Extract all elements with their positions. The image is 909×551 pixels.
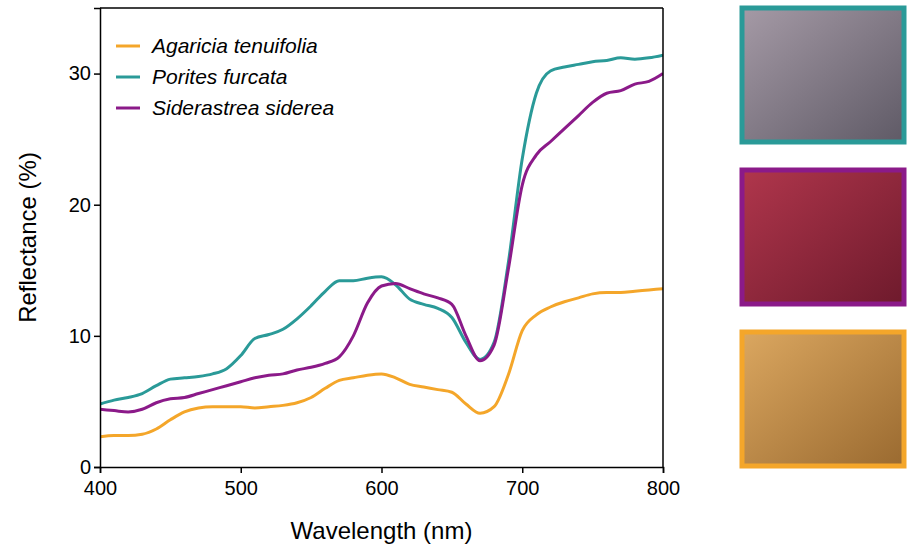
lines: [100, 55, 663, 437]
x-axis: 400 500 600 700 800: [84, 467, 680, 499]
tick-mark: [94, 73, 100, 75]
tick: 700: [506, 467, 539, 499]
y-axis: 0 10 20 30: [69, 9, 101, 478]
photo: [742, 332, 904, 466]
axis-line: [94, 9, 101, 468]
tick-label: 500: [225, 477, 258, 499]
tick-label: 400: [84, 477, 117, 499]
tick-mark: [663, 467, 665, 473]
tick-label: 800: [647, 477, 680, 499]
tick: 0: [80, 456, 100, 478]
x-axis-title: Wavelength (nm): [291, 517, 473, 544]
photo-frame: [742, 170, 904, 304]
tick-label: 600: [365, 477, 398, 499]
tick-mark: [94, 204, 100, 206]
tick: 600: [365, 467, 398, 499]
photo-frame: [742, 332, 904, 466]
legend: Agaricia tenuifolia Porites furcata Sidera…: [116, 34, 334, 119]
series-line: [100, 55, 663, 404]
tick-label: 10: [69, 325, 91, 347]
tick-label: 20: [69, 194, 91, 216]
tick: 20: [69, 194, 100, 216]
series-line: [100, 289, 663, 437]
frame: [100, 7, 663, 9]
tick-label: 0: [80, 456, 91, 478]
tick-mark: [522, 467, 524, 473]
photo: [742, 8, 904, 142]
y-axis-title: Reflectance (%): [14, 152, 41, 323]
photo: [742, 170, 904, 304]
tick: 10: [69, 325, 100, 347]
axis-line: [101, 468, 664, 474]
frame: [662, 8, 664, 467]
tick-label: 30: [69, 62, 91, 84]
legend-label: Porites furcata: [152, 65, 287, 88]
legend-label: Siderastrea siderea: [152, 96, 334, 119]
tick-mark: [241, 467, 243, 473]
series-line: [100, 74, 663, 412]
tick-label: 700: [506, 477, 539, 499]
legend-swatch: [116, 76, 140, 79]
legend-swatch: [116, 107, 140, 110]
tick-mark: [94, 467, 100, 469]
photo-frame: [742, 8, 904, 142]
tick-mark: [381, 467, 383, 473]
chart: 400 500 600 700 800 0 10 20 30 Wavelength (nm) Ref…: [0, 0, 909, 551]
tick: 500: [225, 467, 258, 499]
legend-swatch: [116, 45, 140, 48]
tick: 800: [647, 467, 680, 499]
legend-label: Agaricia tenuifolia: [150, 34, 318, 57]
tick: 30: [69, 62, 100, 84]
tick-mark: [94, 336, 100, 338]
